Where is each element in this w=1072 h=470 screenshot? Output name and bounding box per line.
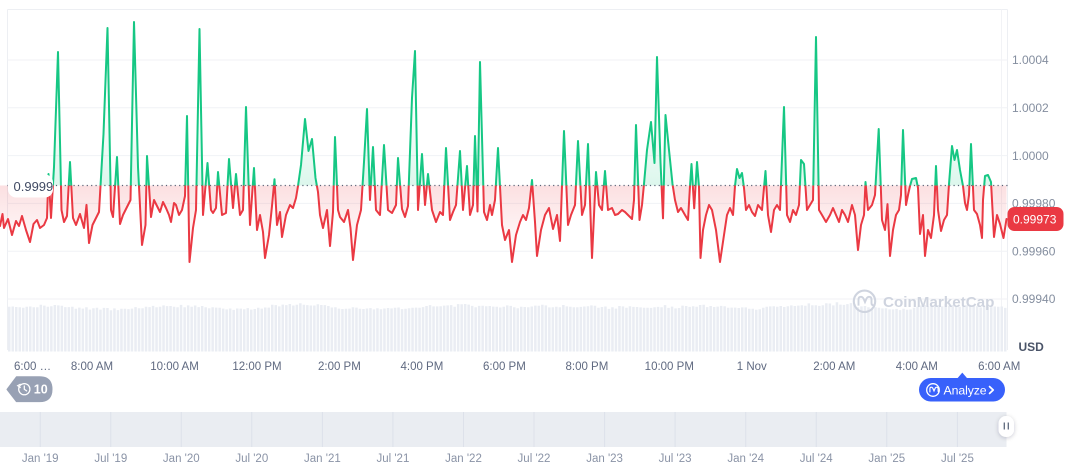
svg-text:10: 10 xyxy=(34,382,48,396)
svg-text:1 Nov: 1 Nov xyxy=(737,361,767,373)
svg-text:Jul '23: Jul '23 xyxy=(659,453,692,465)
svg-text:12:00 PM: 12:00 PM xyxy=(232,361,281,373)
svg-text:Jan '25: Jan '25 xyxy=(868,453,905,465)
svg-text:0.99960: 0.99960 xyxy=(1012,244,1056,258)
svg-text:CoinMarketCap: CoinMarketCap xyxy=(883,294,994,311)
svg-text:Jul '25: Jul '25 xyxy=(941,453,974,465)
svg-text:0.99973: 0.99973 xyxy=(1013,213,1057,227)
svg-text:2:00 PM: 2:00 PM xyxy=(318,361,361,373)
svg-text:1.0000: 1.0000 xyxy=(1012,149,1049,163)
svg-text:6:00 PM: 6:00 PM xyxy=(483,361,526,373)
svg-text:USD: USD xyxy=(1019,340,1045,354)
svg-text:Jul '22: Jul '22 xyxy=(518,453,551,465)
svg-text:Jul '24: Jul '24 xyxy=(800,453,833,465)
svg-text:0.9999: 0.9999 xyxy=(14,179,54,194)
svg-text:8:00 AM: 8:00 AM xyxy=(71,361,113,373)
svg-text:1.0004: 1.0004 xyxy=(1012,53,1049,67)
svg-text:Jan '21: Jan '21 xyxy=(304,453,341,465)
svg-text:6:00 AM: 6:00 AM xyxy=(978,361,1020,373)
svg-text:Jan '23: Jan '23 xyxy=(586,453,623,465)
svg-text:4:00 AM: 4:00 AM xyxy=(896,361,938,373)
svg-text:Jan '24: Jan '24 xyxy=(727,453,764,465)
svg-text:Jul '19: Jul '19 xyxy=(94,453,127,465)
svg-text:6:00 …: 6:00 … xyxy=(14,361,51,373)
svg-text:10:00 PM: 10:00 PM xyxy=(645,361,694,373)
svg-text:Jan '19: Jan '19 xyxy=(22,453,59,465)
svg-text:Jan '20: Jan '20 xyxy=(163,453,200,465)
svg-text:0.99940: 0.99940 xyxy=(1012,292,1056,306)
svg-text:Jul '21: Jul '21 xyxy=(376,453,409,465)
svg-text:2:00 AM: 2:00 AM xyxy=(813,361,855,373)
svg-text:1.0002: 1.0002 xyxy=(1012,101,1049,115)
svg-text:Jan '22: Jan '22 xyxy=(445,453,482,465)
svg-text:Jul '20: Jul '20 xyxy=(235,453,268,465)
svg-text:10:00 AM: 10:00 AM xyxy=(150,361,199,373)
svg-text:4:00 PM: 4:00 PM xyxy=(400,361,443,373)
svg-text:8:00 PM: 8:00 PM xyxy=(565,361,608,373)
svg-text:Analyze: Analyze xyxy=(944,383,987,397)
